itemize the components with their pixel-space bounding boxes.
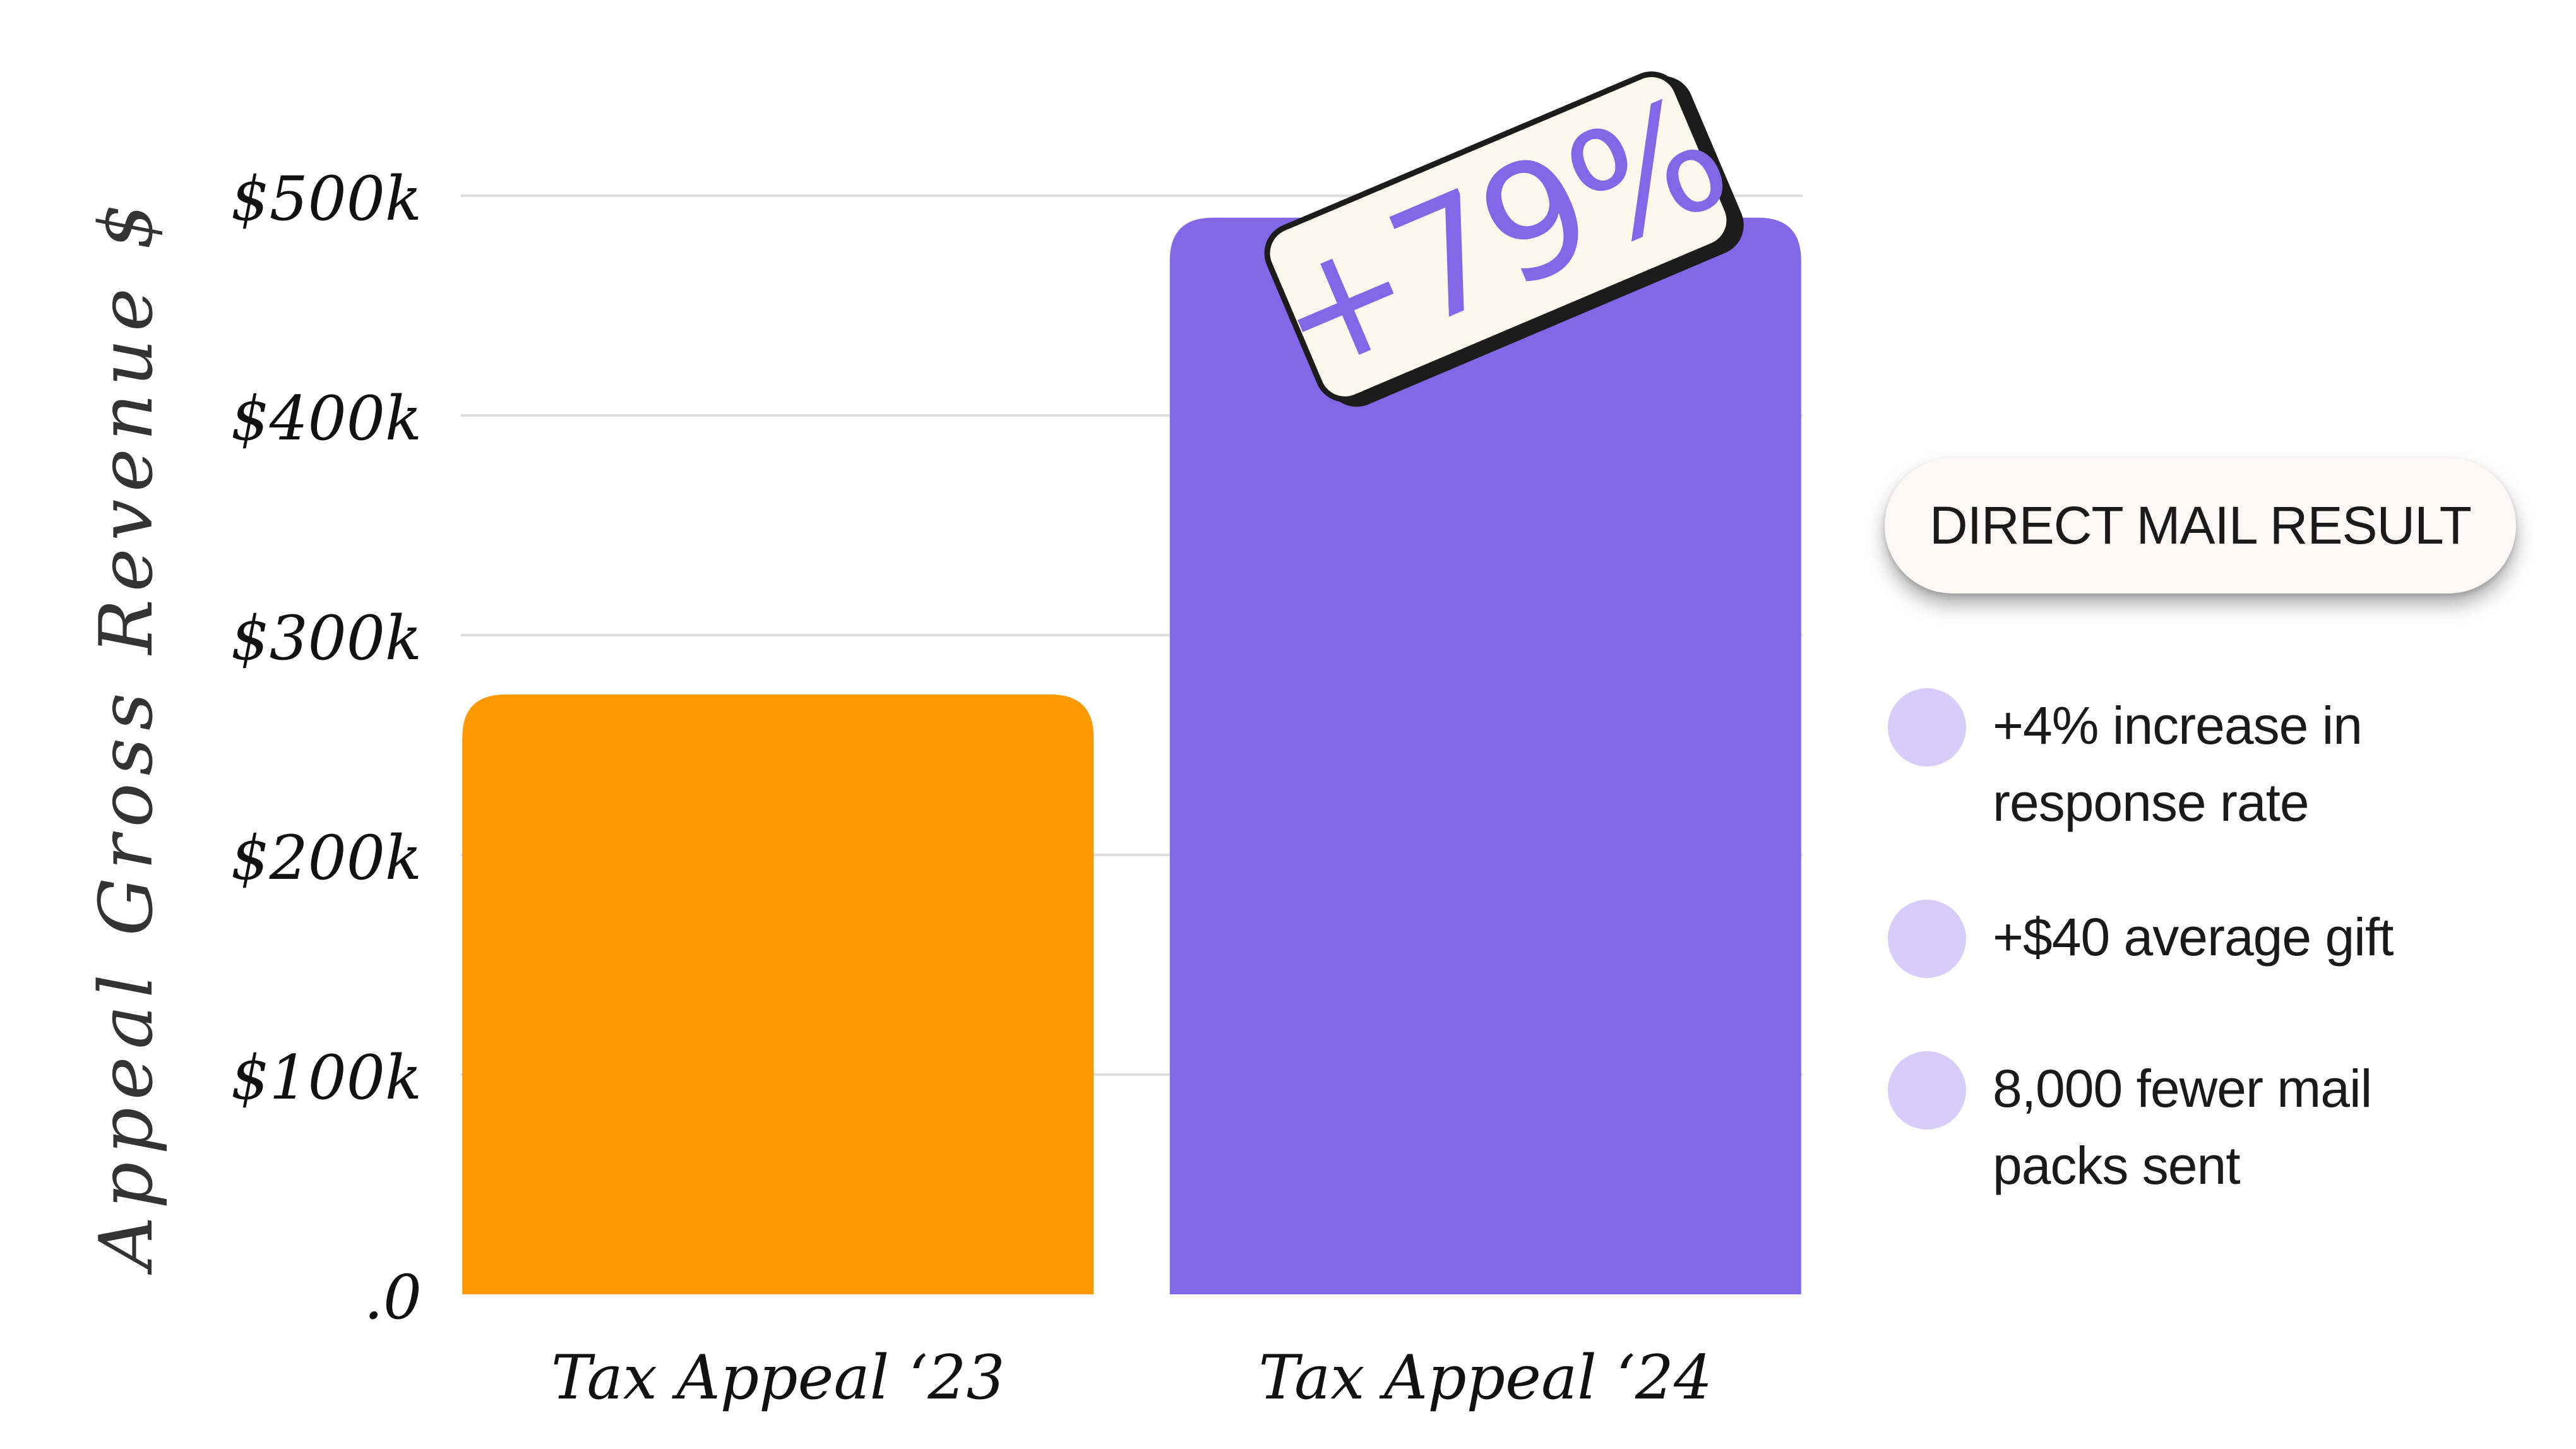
stat-text: 8,000 fewer mail packs sent	[1993, 1059, 2372, 1195]
bar-2	[1169, 217, 1801, 1294]
x-axis-labels: Tax Appeal ‘23 Tax Appeal ‘24	[551, 1342, 1712, 1413]
stat-item: 8,000 fewer mail packs sent	[1888, 1051, 2548, 1204]
bullet-dot-icon	[1888, 900, 1966, 978]
x-category-label: Tax Appeal ‘24	[1258, 1342, 1712, 1413]
y-tick-label: $200k	[231, 823, 422, 893]
result-title-pill: DIRECT MAIL RESULT	[1885, 458, 2516, 593]
result-title: DIRECT MAIL RESULT	[1929, 496, 2472, 555]
y-axis-ticks: .0 $100k $200k $300k $400k $500k	[231, 164, 422, 1333]
stat-text: +$40 average gift	[1993, 907, 2394, 967]
bars	[462, 217, 1801, 1294]
y-tick-label: .0	[364, 1262, 422, 1333]
x-category-label: Tax Appeal ‘23	[551, 1342, 1005, 1413]
y-tick-label: $100k	[231, 1042, 422, 1113]
stat-item: +$40 average gift	[1888, 900, 2548, 978]
y-tick-label: $400k	[231, 383, 422, 454]
y-tick-label: $300k	[231, 603, 422, 674]
bullet-dot-icon	[1888, 688, 1966, 766]
stat-item: +4% increase in response rate	[1888, 688, 2548, 841]
stat-text: +4% increase in response rate	[1993, 696, 2363, 832]
y-tick-label: $500k	[231, 164, 422, 234]
y-axis-label: Appeal Gross Revenue $	[84, 196, 169, 1275]
bar-1	[462, 694, 1094, 1294]
bullet-dot-icon	[1888, 1051, 1966, 1130]
